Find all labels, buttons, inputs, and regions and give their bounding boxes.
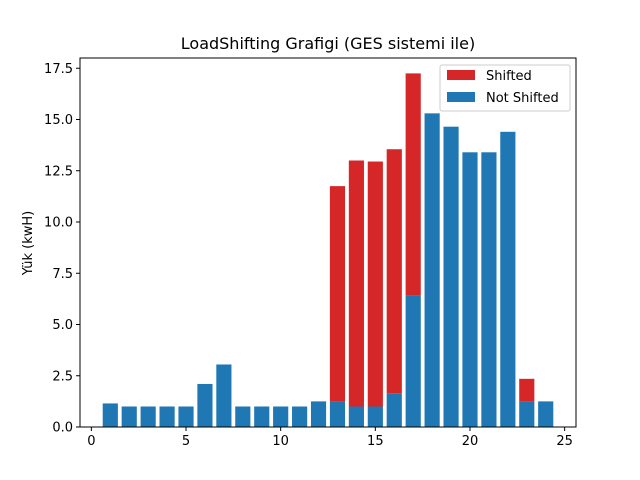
- bar-not-shifted: [481, 152, 497, 428]
- y-tick-label: 2.5: [52, 369, 73, 384]
- y-tick-label: 10.0: [44, 216, 73, 231]
- bar-not-shifted: [538, 401, 554, 428]
- legend-label-not-shifted: Not Shifted: [486, 91, 559, 106]
- bar-not-shifted: [102, 403, 118, 427]
- y-tick-label: 12.5: [44, 164, 73, 179]
- bar-not-shifted: [500, 131, 516, 428]
- bar-not-shifted: [159, 406, 175, 427]
- bar-not-shifted: [140, 406, 156, 427]
- bar-shifted: [519, 378, 535, 402]
- bar-shifted: [367, 161, 383, 407]
- y-tick-label: 7.5: [52, 267, 73, 282]
- x-tick-label: 20: [462, 434, 479, 449]
- bar-not-shifted: [386, 393, 402, 427]
- bar-not-shifted: [462, 152, 478, 428]
- y-axis-label: Yük (kwH): [21, 211, 36, 276]
- bar-not-shifted: [329, 401, 346, 428]
- bar-shifted: [329, 186, 346, 402]
- y-tick-label: 15.0: [44, 113, 73, 128]
- bar-not-shifted: [348, 406, 364, 427]
- bar-not-shifted: [367, 406, 383, 427]
- bar-not-shifted: [254, 406, 270, 427]
- bar-shifted: [348, 160, 364, 407]
- x-tick-label: 10: [272, 434, 289, 449]
- y-tick-label: 5.0: [52, 318, 73, 333]
- bars-layer: [102, 73, 554, 428]
- bar-not-shifted: [310, 401, 327, 428]
- bar-not-shifted: [216, 364, 232, 427]
- bar-not-shifted: [178, 406, 194, 427]
- x-tick-label: 25: [556, 434, 573, 449]
- bar-not-shifted: [519, 401, 535, 428]
- bar-not-shifted: [405, 295, 421, 427]
- legend-swatch-shifted: [447, 70, 475, 80]
- x-tick-label: 5: [182, 434, 190, 449]
- axes-layer: 0 5 10 15 20 25 0.0 2.5 5.0 7.5 10.0 12.5 15.0 17.5: [44, 57, 577, 449]
- x-tick-label: 0: [87, 434, 95, 449]
- bar-not-shifted: [273, 406, 289, 427]
- bar-not-shifted: [121, 406, 137, 427]
- plot-frame: [79, 57, 577, 428]
- legend-swatch-not-shifted: [447, 92, 475, 102]
- x-tick-label: 15: [367, 434, 384, 449]
- bar-shifted: [405, 73, 421, 296]
- bar-not-shifted: [292, 406, 308, 427]
- y-tick-label: 17.5: [44, 62, 73, 77]
- chart-title: LoadShifting Grafigi (GES sistemi ile): [181, 34, 475, 53]
- bar-not-shifted: [235, 406, 251, 427]
- bar-shifted: [386, 149, 402, 394]
- bar-not-shifted: [424, 113, 440, 427]
- bar-not-shifted: [197, 383, 213, 427]
- legend-label-shifted: Shifted: [486, 69, 532, 84]
- legend: Shifted Not Shifted: [439, 64, 571, 112]
- y-tick-label: 0.0: [52, 421, 73, 436]
- bar-not-shifted: [443, 126, 459, 428]
